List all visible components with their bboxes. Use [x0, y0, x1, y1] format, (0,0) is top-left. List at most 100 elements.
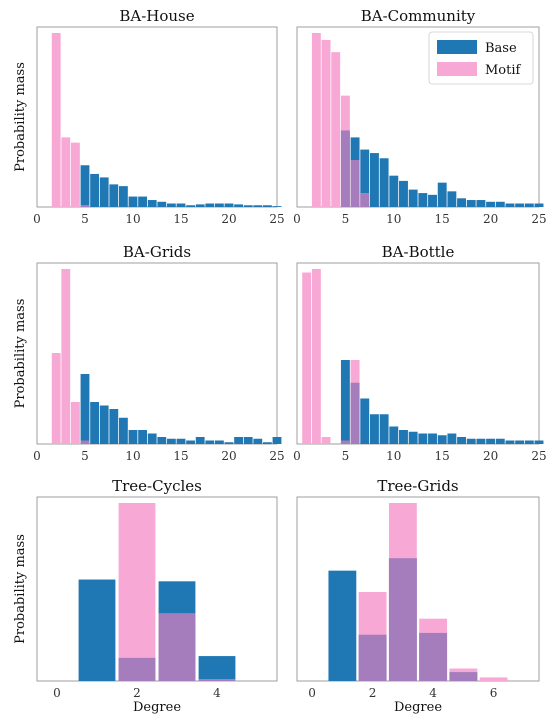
x-tick-label: 15: [173, 449, 188, 463]
bar-base: [253, 438, 263, 444]
x-tick-label: 10: [386, 449, 401, 463]
bar-overlap: [360, 193, 370, 207]
bar-base: [389, 175, 399, 207]
bar-base: [379, 414, 389, 444]
x-tick-label: 15: [173, 212, 188, 226]
bar-base: [328, 570, 357, 681]
x-tick-label: 5: [81, 212, 89, 226]
bar-motif: [321, 39, 331, 208]
x-tick-label: 4: [213, 686, 221, 700]
bar-overlap: [340, 130, 350, 207]
x-tick-label: 25: [269, 212, 284, 226]
subplot-5: 0 2 4 Tree-Cycles Probability mass Degree: [13, 477, 278, 715]
bar-base: [399, 180, 408, 207]
bar-base: [198, 656, 236, 681]
bar-base: [80, 165, 90, 207]
bars: [51, 33, 282, 207]
bar-overlap: [158, 613, 196, 681]
bar-base: [214, 440, 224, 444]
x-tick-label: 20: [221, 449, 236, 463]
bar-base: [186, 440, 196, 444]
bar-base: [505, 203, 515, 207]
bar-base: [90, 402, 100, 444]
x-tick-label: 20: [483, 212, 498, 226]
legend-swatch-motif: [437, 62, 477, 76]
x-tick-label: 0: [293, 212, 301, 226]
subplot-1: 0 5 10 15 20 25 BA-House Probability mass: [13, 7, 285, 226]
x-tick-label: 5: [81, 449, 89, 463]
x-tick-label: 0: [33, 449, 41, 463]
subplot-title: BA-Bottle: [382, 243, 455, 261]
axes-frame: [36, 496, 278, 682]
bar-base: [147, 200, 157, 207]
bar-base: [369, 414, 379, 444]
x-tick-label: 25: [531, 212, 546, 226]
bar-base: [138, 196, 148, 207]
bars: [302, 269, 544, 444]
x-tick-label: 5: [342, 212, 350, 226]
bar-base: [486, 438, 496, 444]
bar-base: [389, 426, 399, 444]
x-tick-label: 2: [369, 686, 377, 700]
bar-motif: [321, 437, 331, 444]
bar-base: [128, 430, 138, 444]
bar-base: [534, 440, 544, 444]
bar-base: [109, 184, 119, 207]
subplot-2: 0 5 10 15 20 25 BA-Community Base Motif: [293, 7, 546, 226]
bar-base: [138, 430, 148, 444]
bar-base: [476, 438, 486, 444]
bar-motif: [479, 677, 508, 681]
bar-base: [476, 200, 486, 207]
bar-base: [224, 203, 234, 207]
bar-base: [495, 438, 505, 444]
bar-base: [379, 158, 389, 207]
bar-base: [340, 360, 350, 444]
bar-base: [360, 398, 370, 444]
bar-base: [428, 194, 437, 207]
y-axis-label: Probability mass: [13, 534, 28, 644]
bar-base: [90, 173, 100, 207]
axes-frame: [296, 26, 540, 208]
x-axis-label: Degree: [394, 700, 442, 715]
bar-base: [437, 182, 447, 207]
bar-overlap: [80, 440, 90, 444]
bar-base: [186, 205, 196, 207]
bar-base: [147, 433, 157, 444]
bar-base: [195, 204, 205, 207]
bars: [328, 503, 508, 681]
bar-base: [447, 433, 457, 444]
bar-base: [418, 193, 428, 207]
bar-overlap: [118, 657, 156, 681]
bar-base: [118, 186, 128, 207]
bar-base: [166, 203, 176, 207]
subplot-title: BA-Grids: [123, 243, 191, 261]
bar-base: [157, 437, 167, 444]
bar-overlap: [449, 672, 478, 681]
bar-motif: [70, 142, 80, 207]
x-tick-label: 10: [386, 212, 401, 226]
axes-frame: [296, 496, 540, 682]
subplot-3: 0 5 10 15 20 25 BA-Grids Probability mass: [13, 243, 285, 463]
bars: [78, 503, 236, 681]
bar-base: [243, 205, 253, 207]
x-tick-label: 2: [133, 686, 141, 700]
bar-motif: [311, 269, 321, 444]
x-tick-label: 25: [269, 449, 284, 463]
subplot-title: BA-House: [119, 7, 194, 25]
bar-base: [437, 435, 447, 444]
bar-base: [118, 417, 128, 444]
bar-base: [195, 437, 205, 444]
y-axis-label: Probability mass: [13, 62, 28, 172]
bar-base: [176, 438, 186, 444]
bar-overlap: [358, 634, 387, 681]
x-tick-label: 15: [435, 449, 450, 463]
x-axis-label: Degree: [133, 700, 181, 715]
bar-motif: [311, 33, 321, 207]
x-tick-label: 0: [308, 686, 316, 700]
bar-base: [369, 153, 379, 207]
x-tick-label: 0: [33, 212, 41, 226]
x-tick-label: 20: [483, 449, 498, 463]
bar-motif: [302, 272, 312, 444]
bar-base: [205, 203, 215, 207]
